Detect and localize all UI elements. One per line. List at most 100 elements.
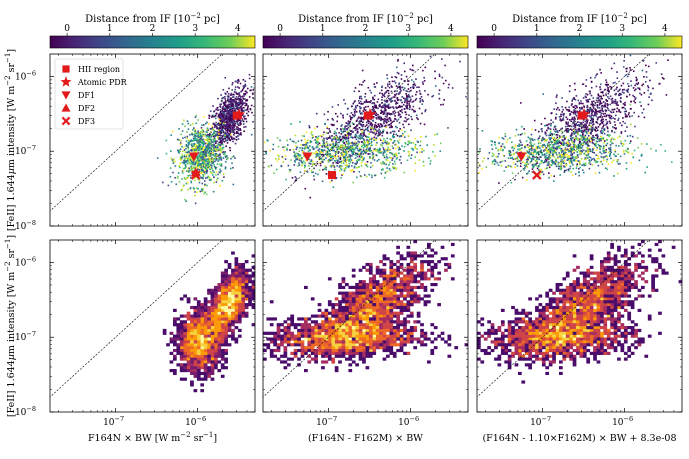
scatter-point [613, 62, 616, 65]
scatter-point [647, 89, 649, 92]
scatter-point [248, 77, 251, 80]
scatter-point [223, 117, 226, 119]
scatter-point [378, 151, 381, 154]
scatter-point [593, 100, 595, 103]
scatter-point [401, 111, 404, 114]
scatter-point [630, 100, 632, 103]
scatter-point [398, 113, 400, 116]
scatter-point [584, 125, 586, 127]
scatter-point [442, 103, 444, 106]
scatter-point [592, 118, 594, 121]
colorbar-tick-label: 2 [577, 24, 583, 34]
scatter-point [350, 132, 352, 135]
scatter-point [387, 124, 390, 126]
scatter-point [614, 138, 616, 141]
region-marker-square [327, 171, 336, 180]
scatter-point [207, 154, 209, 157]
scatter-point [266, 139, 269, 142]
scatter-point [343, 99, 345, 101]
scatter-point [608, 97, 610, 100]
scatter-point [353, 166, 356, 169]
scatter-point [569, 125, 571, 127]
scatter-point [370, 100, 372, 102]
scatter-point [385, 143, 388, 146]
scatter-point [608, 90, 610, 93]
scatter-point [404, 98, 407, 100]
scatter-point [208, 147, 210, 150]
scatter-point [626, 95, 628, 98]
scatter-point [277, 145, 280, 148]
scatter-point [231, 93, 234, 96]
scatter-point [369, 157, 372, 159]
scatter-point [265, 151, 267, 154]
scatter-point [233, 121, 236, 123]
scatter-point [368, 138, 371, 141]
scatter-point [393, 96, 396, 98]
scatter-point [284, 158, 287, 160]
scatter-point [334, 112, 337, 115]
scatter-point [565, 121, 567, 124]
scatter-point [586, 119, 589, 121]
scatter-point [388, 142, 390, 144]
scatter-point [344, 159, 346, 162]
scatter-point [600, 129, 603, 132]
scatter-point [636, 83, 639, 86]
scatter-point [386, 113, 388, 115]
scatter-point [244, 83, 247, 86]
scatter-point [227, 93, 230, 95]
scatter-point [204, 150, 207, 153]
scatter-point [339, 169, 341, 172]
scatter-point [204, 180, 206, 182]
scatter-point [305, 140, 307, 143]
scatter-point [212, 151, 214, 154]
scatter-point [321, 180, 324, 183]
scatter-point [202, 152, 204, 155]
scatter-point [197, 145, 199, 148]
scatter-point [300, 139, 303, 142]
scatter-point [592, 126, 594, 129]
scatter-point [187, 176, 189, 179]
scatter-point [224, 134, 226, 137]
scatter-point [397, 93, 400, 95]
scatter-point [216, 149, 219, 151]
scatter-point [191, 140, 194, 142]
scatter-point [649, 79, 651, 82]
scatter-point [252, 93, 254, 95]
scatter-point [438, 93, 440, 95]
scatter-point [591, 109, 593, 112]
scatter-point [221, 113, 224, 115]
scatter-point [359, 105, 361, 108]
scatter-point [226, 112, 228, 115]
scatter-point [349, 161, 352, 163]
scatter-point [592, 120, 594, 122]
scatter-point [542, 93, 545, 95]
scatter-point [396, 120, 398, 122]
scatter-point [614, 93, 617, 96]
scatter-point [196, 161, 199, 164]
scatter-point [221, 141, 223, 144]
scatter-point [334, 146, 337, 148]
scatter-point [202, 173, 204, 176]
scatter-point [381, 118, 383, 121]
scatter-point [519, 133, 522, 136]
scatter-point [206, 168, 208, 170]
scatter-point [377, 116, 380, 118]
scatter-point [178, 180, 181, 183]
scatter-point [219, 108, 222, 111]
scatter-point [590, 94, 593, 97]
scatter-point [373, 159, 376, 161]
scatter-point [190, 149, 193, 151]
scatter-point [392, 96, 395, 98]
scatter-point [534, 129, 537, 131]
scatter-point [328, 155, 331, 157]
scatter-point [241, 104, 244, 106]
scatter-point [481, 129, 484, 132]
scatter-point [170, 157, 173, 160]
scatter-point [349, 133, 352, 136]
scatter-point [393, 90, 396, 93]
scatter-point [603, 105, 605, 108]
scatter-point [569, 165, 572, 168]
scatter-point [206, 147, 209, 150]
scatter-point [218, 130, 221, 133]
scatter-point [415, 114, 418, 117]
